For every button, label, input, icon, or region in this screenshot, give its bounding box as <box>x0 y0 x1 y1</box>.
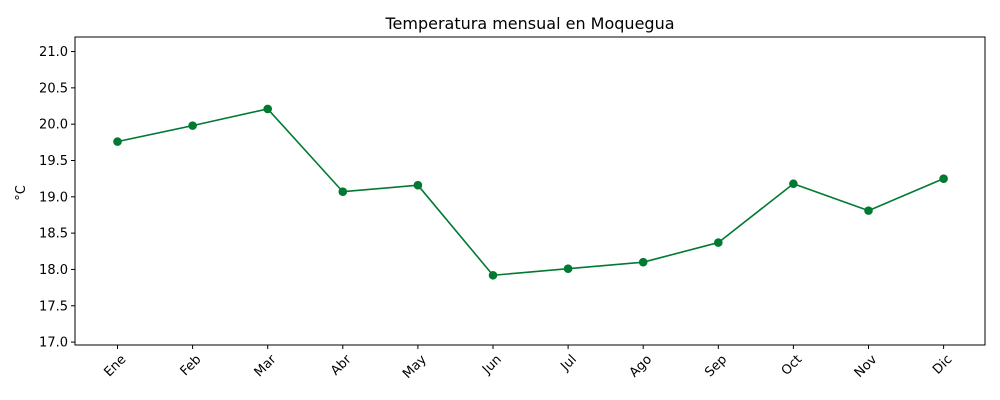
data-point <box>338 187 348 197</box>
x-tick-label: Mar <box>252 352 280 380</box>
data-point <box>939 174 948 183</box>
y-tick-label: 17.5 <box>39 299 68 314</box>
x-tick-label: Ago <box>627 352 655 380</box>
y-tick-label: 18.0 <box>39 263 68 278</box>
plot-frame <box>74 36 986 346</box>
data-point <box>488 270 498 280</box>
x-tick-label: Jul <box>558 352 580 374</box>
x-axis: Ene Feb Mar Abr May Jun Jul Ago Sep Oct Nov Dic <box>101 345 955 382</box>
data-point <box>413 180 423 190</box>
data-point <box>113 137 122 146</box>
y-axis: 17.0 17.5 18.0 18.5 19.0 19.5 20.0 20.5 21.0 <box>39 45 75 351</box>
y-axis-label: °C <box>14 185 29 201</box>
x-tick-label: Dic <box>930 352 955 377</box>
data-point <box>864 206 873 215</box>
series-line <box>117 108 944 277</box>
x-tick-label: May <box>400 352 430 382</box>
data-point <box>638 257 648 267</box>
x-tick-label: Abr <box>328 352 355 379</box>
y-tick-label: 19.0 <box>39 190 68 205</box>
y-tick-label: 19.5 <box>39 154 68 169</box>
plot-marks <box>113 104 948 280</box>
data-point <box>188 121 197 130</box>
data-point <box>563 264 573 274</box>
y-tick-label: 20.5 <box>39 81 68 96</box>
chart-title: Temperatura mensual en Moquegua <box>384 14 674 33</box>
x-tick-label: Oct <box>779 352 806 379</box>
y-tick-label: 21.0 <box>39 45 68 60</box>
y-tick-label: 20.0 <box>39 118 68 133</box>
x-tick-label: Jun <box>479 352 505 378</box>
data-point <box>714 238 723 247</box>
y-tick-label: 18.5 <box>39 227 68 242</box>
x-tick-label: Ene <box>101 352 129 380</box>
x-tick-label: Feb <box>178 352 205 379</box>
y-tick-label: 17.0 <box>39 336 68 351</box>
data-point <box>789 179 798 189</box>
x-tick-label: Sep <box>702 352 730 380</box>
data-point <box>263 104 273 114</box>
x-tick-label: Nov <box>852 352 881 381</box>
